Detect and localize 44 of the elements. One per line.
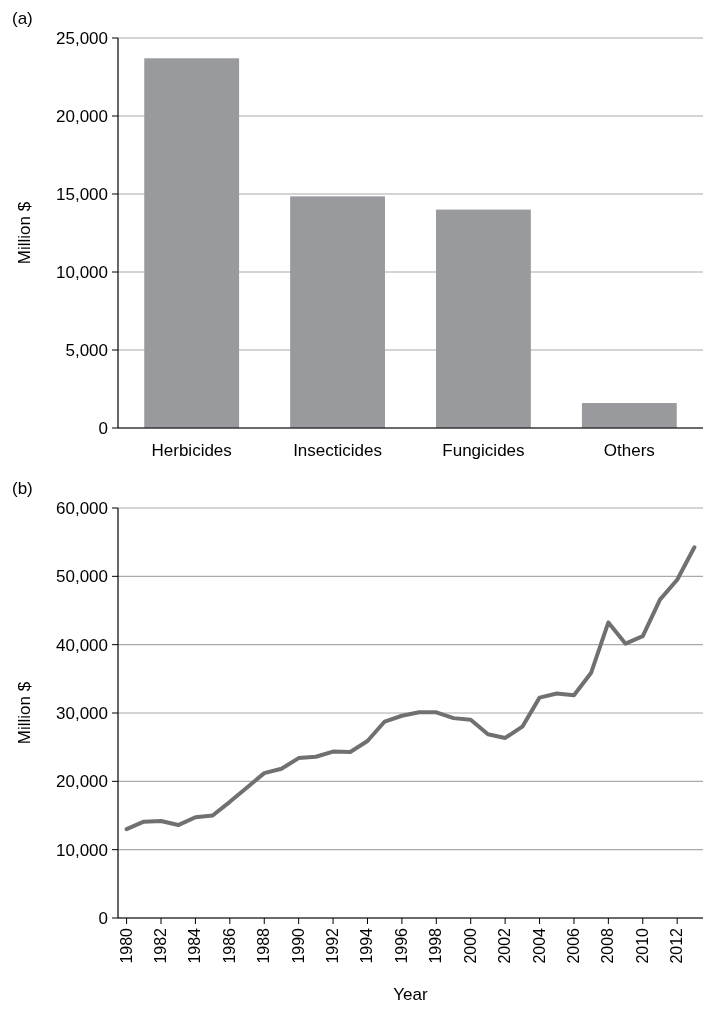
x-tick-label: 1998 xyxy=(427,927,445,964)
x-tick-label: 1984 xyxy=(186,927,204,964)
y-tick-label: 50,000 xyxy=(56,567,108,587)
chart-title: (a) xyxy=(12,9,33,28)
x-tick-label: Insecticides xyxy=(293,441,382,460)
bar xyxy=(290,196,385,428)
x-tick-label: 2004 xyxy=(530,927,548,964)
y-axis-title: Million $ xyxy=(15,681,34,745)
x-tick-label: 2012 xyxy=(668,927,686,964)
x-tick-label: 2010 xyxy=(633,927,651,964)
y-tick-label: 15,000 xyxy=(56,184,108,204)
x-tick-label: 1990 xyxy=(289,927,307,964)
line-series xyxy=(124,545,697,832)
x-tick-label: Herbicides xyxy=(151,441,232,460)
y-tick-label: 40,000 xyxy=(56,635,108,655)
y-axis-title: Million $ xyxy=(15,201,34,265)
y-tick-label: 30,000 xyxy=(56,703,108,723)
bar xyxy=(581,403,677,428)
x-tick-label: 2002 xyxy=(496,927,514,964)
chart-title: (b) xyxy=(12,479,33,498)
y-tick-label: 10,000 xyxy=(56,840,108,860)
x-tick-label: Others xyxy=(603,441,655,460)
x-tick-label: 2008 xyxy=(599,927,617,964)
y-tick-label: 10,000 xyxy=(56,262,108,282)
x-tick-label: 1980 xyxy=(117,927,135,964)
x-tick-label: 1996 xyxy=(392,927,410,964)
x-tick-label: 1988 xyxy=(255,927,273,964)
x-tick-label: 1992 xyxy=(324,927,342,964)
x-tick-label: 1986 xyxy=(220,927,238,964)
y-tick-label: 60,000 xyxy=(56,498,108,518)
y-tick-label: 20,000 xyxy=(56,106,108,126)
x-tick-label: Fungicides xyxy=(442,441,525,460)
x-tick-label: 2000 xyxy=(461,927,479,964)
bar xyxy=(144,58,240,428)
bar xyxy=(436,209,531,428)
y-tick-label: 0 xyxy=(98,908,108,928)
y-tick-label: 5,000 xyxy=(65,340,108,360)
x-tick-label: 1994 xyxy=(358,927,376,964)
y-tick-label: 0 xyxy=(98,418,108,438)
x-axis-title: Year xyxy=(393,985,429,1004)
y-tick-label: 20,000 xyxy=(56,772,108,792)
x-tick-label: 2006 xyxy=(564,927,582,964)
y-tick-label: 25,000 xyxy=(56,28,108,48)
x-tick-label: 1982 xyxy=(152,927,170,964)
